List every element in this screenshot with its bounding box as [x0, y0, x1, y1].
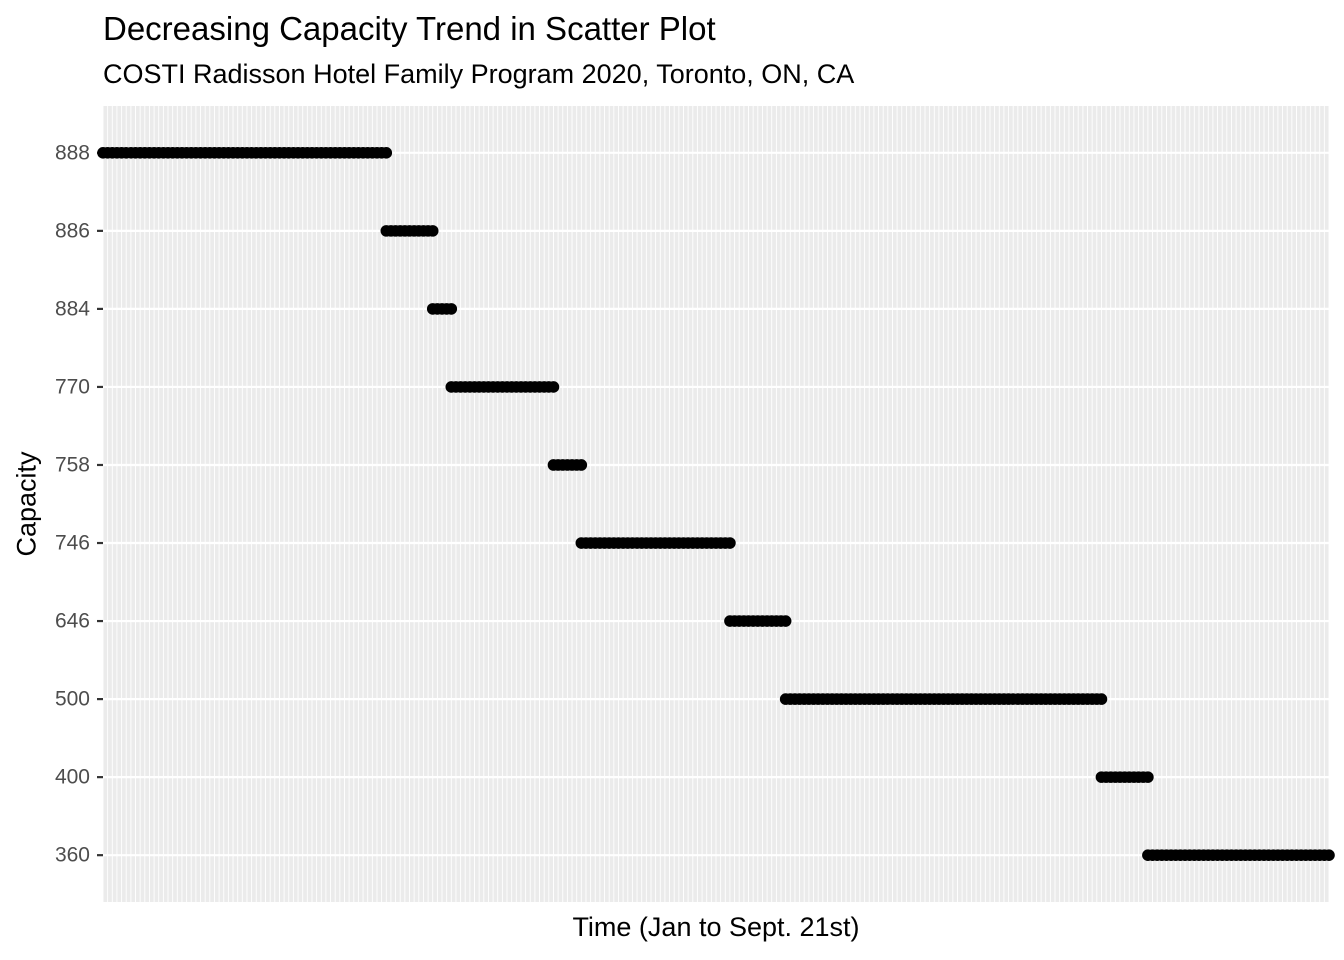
y-tick-label: 360 — [55, 844, 90, 867]
chart-subtitle: COSTI Radisson Hotel Family Program 2020… — [103, 59, 855, 89]
chart-title: Decreasing Capacity Trend in Scatter Plo… — [103, 10, 716, 47]
y-tick-label: 646 — [55, 610, 90, 633]
data-point — [1142, 771, 1154, 783]
y-tick-label: 746 — [55, 532, 90, 555]
data-point — [575, 459, 588, 471]
data-points — [97, 147, 1335, 861]
data-point — [547, 381, 560, 393]
y-tick-label: 400 — [55, 766, 90, 789]
y-axis: 360 400 500 646 746 758 770 884 886 888 — [55, 141, 103, 867]
vertical-gridlines — [102, 106, 1330, 902]
data-point — [380, 147, 393, 159]
y-tick-label: 886 — [55, 219, 90, 242]
y-tick-label: 500 — [55, 688, 90, 711]
y-tick-label: 770 — [55, 375, 90, 398]
data-point — [426, 225, 439, 237]
x-axis-label: Time (Jan to Sept. 21st) — [572, 912, 860, 942]
data-point — [1095, 693, 1108, 705]
data-point — [1323, 849, 1335, 861]
y-tick-label: 884 — [55, 297, 90, 320]
data-point — [724, 537, 736, 549]
data-point — [779, 615, 792, 627]
y-tick-label: 888 — [55, 141, 90, 164]
y-tick-label: 758 — [55, 453, 90, 476]
data-point — [445, 303, 458, 315]
